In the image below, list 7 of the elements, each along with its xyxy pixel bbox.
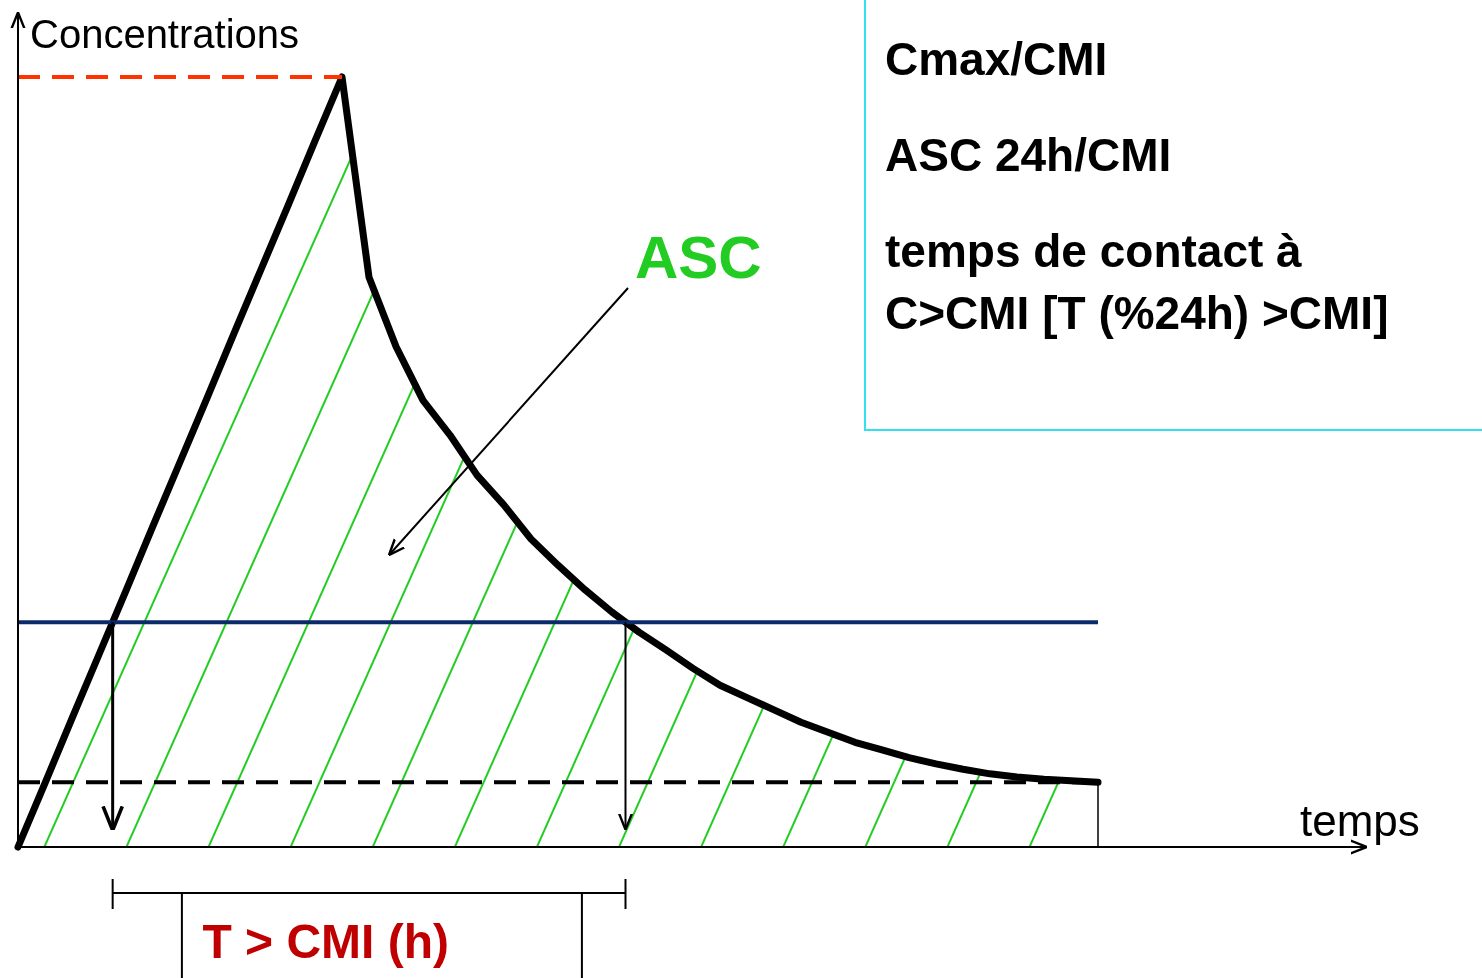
x-axis-title: temps	[1300, 796, 1420, 845]
annotation: ASC	[635, 224, 762, 291]
annotation: temps de contact à C>CMI [T (%24h) >CMI]	[885, 225, 1389, 339]
text: T > CMI (h)	[202, 915, 450, 968]
annotation: Cmax/CMI	[885, 33, 1108, 85]
y-axis-title: Concentrations	[30, 12, 300, 56]
annotation: ASC 24h/CMI	[885, 129, 1172, 181]
